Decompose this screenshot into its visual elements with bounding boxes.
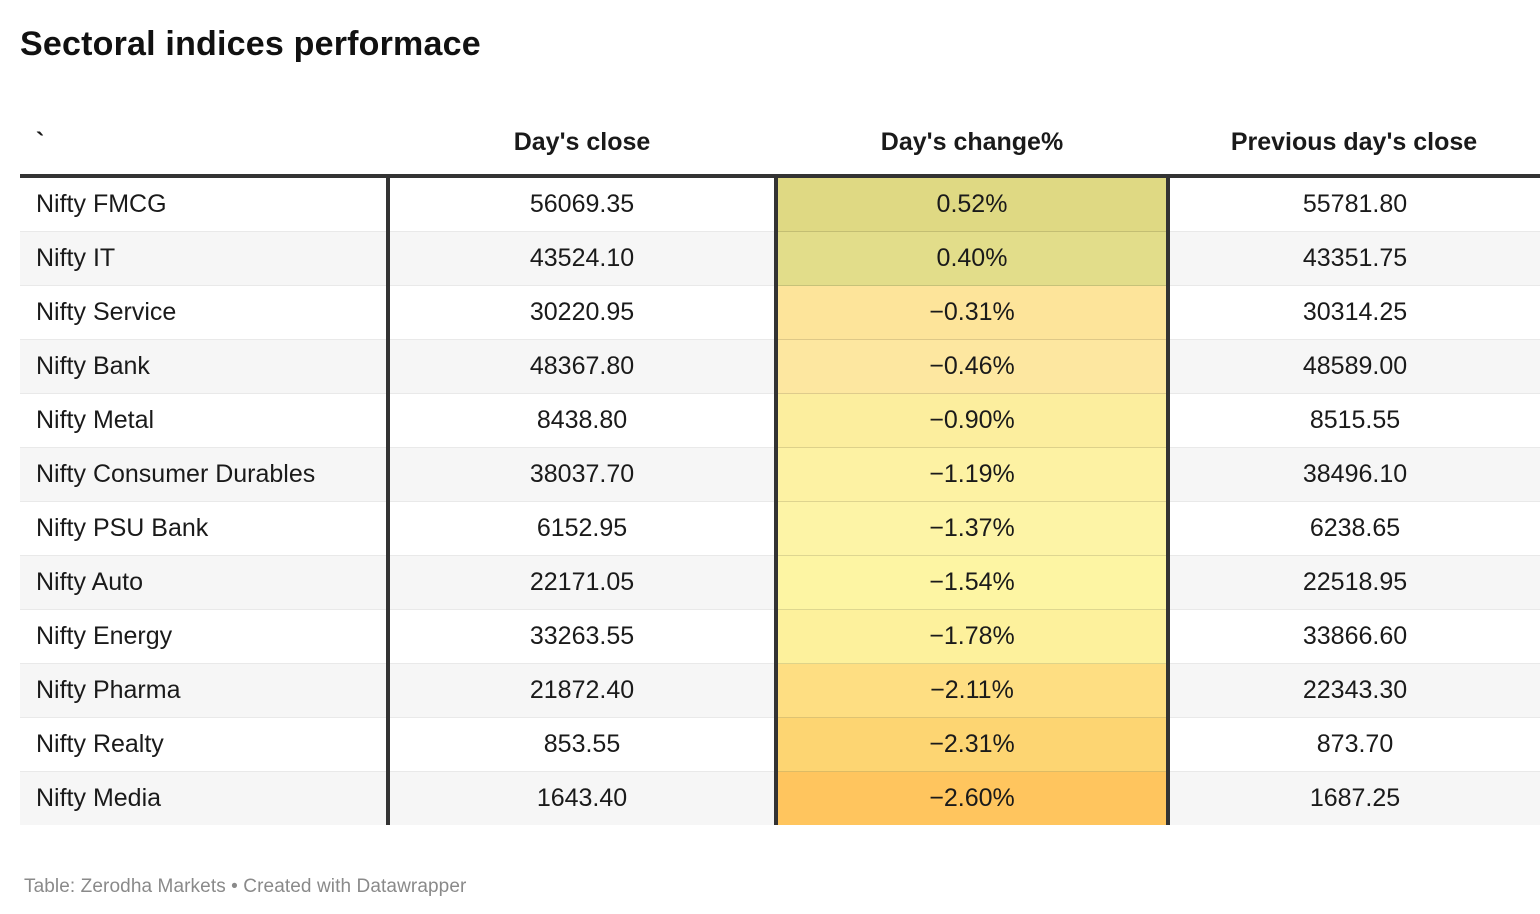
days-change-cell: −0.46%: [774, 339, 1168, 394]
days-close-cell: 43524.10: [386, 231, 776, 286]
days-change-cell: −0.31%: [774, 285, 1168, 340]
index-name-cell: Nifty Service: [20, 285, 388, 340]
days-change-cell: −2.31%: [774, 717, 1168, 772]
days-close-cell: 1643.40: [386, 771, 776, 825]
days-change-cell: −2.11%: [774, 663, 1168, 718]
days-change-cell: 0.52%: [774, 176, 1168, 232]
previous-days-close-cell: 22518.95: [1166, 555, 1540, 610]
days-close-cell: 38037.70: [386, 447, 776, 502]
table-row: Nifty Metal 8438.80 −0.90% 8515.55: [20, 393, 1540, 448]
attribution-text: Table: Zerodha Markets • Created with Da…: [24, 876, 467, 897]
sectoral-indices-table: ` Day's close Day's change% Previous day…: [20, 108, 1540, 825]
col-header-days-close: Day's close: [388, 108, 776, 178]
table-row: Nifty Service 30220.95 −0.31% 30314.25: [20, 285, 1540, 340]
index-name-cell: Nifty PSU Bank: [20, 501, 388, 556]
previous-days-close-cell: 30314.25: [1166, 285, 1540, 340]
table-header: ` Day's close Day's change% Previous day…: [20, 108, 1540, 178]
days-close-cell: 853.55: [386, 717, 776, 772]
days-change-cell: −1.54%: [774, 555, 1168, 610]
days-change-cell: −0.90%: [774, 393, 1168, 448]
days-close-cell: 33263.55: [386, 609, 776, 664]
table-row: Nifty Realty 853.55 −2.31% 873.70: [20, 717, 1540, 772]
table-row: Nifty IT 43524.10 0.40% 43351.75: [20, 231, 1540, 286]
index-name-cell: Nifty FMCG: [36, 190, 167, 218]
index-name-cell: Nifty Media: [20, 771, 388, 825]
col-header-index-name: `: [20, 108, 388, 178]
index-name-cell: Nifty Metal: [20, 393, 388, 448]
index-name-cell: Nifty Energy: [20, 609, 388, 664]
previous-days-close-cell: 6238.65: [1166, 501, 1540, 556]
index-name-cell: Nifty Bank: [20, 339, 388, 394]
previous-days-close-cell: 873.70: [1166, 717, 1540, 772]
index-name-cell: Nifty Pharma: [20, 663, 388, 718]
days-close-cell: 8438.80: [386, 393, 776, 448]
days-close-cell: 48367.80: [386, 339, 776, 394]
table-row: Nifty Media 1643.40 −2.60% 1687.25: [20, 771, 1540, 825]
days-close-cell: 22171.05: [386, 555, 776, 610]
index-name-cell: Nifty Realty: [20, 717, 388, 772]
table-row: Nifty Consumer Durables 38037.70 −1.19% …: [20, 447, 1540, 502]
previous-days-close-cell: 38496.10: [1166, 447, 1540, 502]
days-change-cell: 0.40%: [774, 231, 1168, 286]
table-row: Nifty Energy 33263.55 −1.78% 33866.60: [20, 609, 1540, 664]
table-body: Nifty FMCG 56069.35 0.52% 55781.80 Nifty…: [20, 176, 1540, 825]
table-row: Nifty PSU Bank 6152.95 −1.37% 6238.65: [20, 501, 1540, 556]
index-name-cell: Nifty IT: [20, 231, 388, 286]
days-change-cell: −1.78%: [774, 609, 1168, 664]
previous-days-close-cell: 43351.75: [1166, 231, 1540, 286]
previous-days-close-cell: 48589.00: [1166, 339, 1540, 394]
table-row: Nifty FMCG 56069.35 0.52% 55781.80: [20, 176, 1540, 232]
col-header-previous-days-close: Previous day's close: [1168, 108, 1540, 178]
index-name-cell: Nifty Consumer Durables: [20, 447, 388, 502]
index-name-cell: Nifty Auto: [20, 555, 388, 610]
days-change-cell: −1.37%: [774, 501, 1168, 556]
days-close-cell: 6152.95: [386, 501, 776, 556]
days-close-cell: 30220.95: [386, 285, 776, 340]
page-title: Sectoral indices performace: [20, 25, 481, 63]
previous-days-close-cell: 1687.25: [1166, 771, 1540, 825]
days-change-cell: −2.60%: [774, 771, 1168, 825]
table-row: Nifty Bank 48367.80 −0.46% 48589.00: [20, 339, 1540, 394]
table-row: Nifty Auto 22171.05 −1.54% 22518.95: [20, 555, 1540, 610]
col-header-days-change: Day's change%: [776, 108, 1168, 178]
previous-days-close-cell: 8515.55: [1166, 393, 1540, 448]
previous-days-close-cell: 33866.60: [1166, 609, 1540, 664]
header-row: ` Day's close Day's change% Previous day…: [20, 108, 1540, 178]
days-change-cell: −1.19%: [774, 447, 1168, 502]
previous-days-close-cell: 55781.80: [1166, 176, 1540, 232]
days-close-cell: 21872.40: [386, 663, 776, 718]
days-close-cell: 56069.35: [386, 176, 776, 232]
previous-days-close-cell: 22343.30: [1166, 663, 1540, 718]
table-row: Nifty Pharma 21872.40 −2.11% 22343.30: [20, 663, 1540, 718]
